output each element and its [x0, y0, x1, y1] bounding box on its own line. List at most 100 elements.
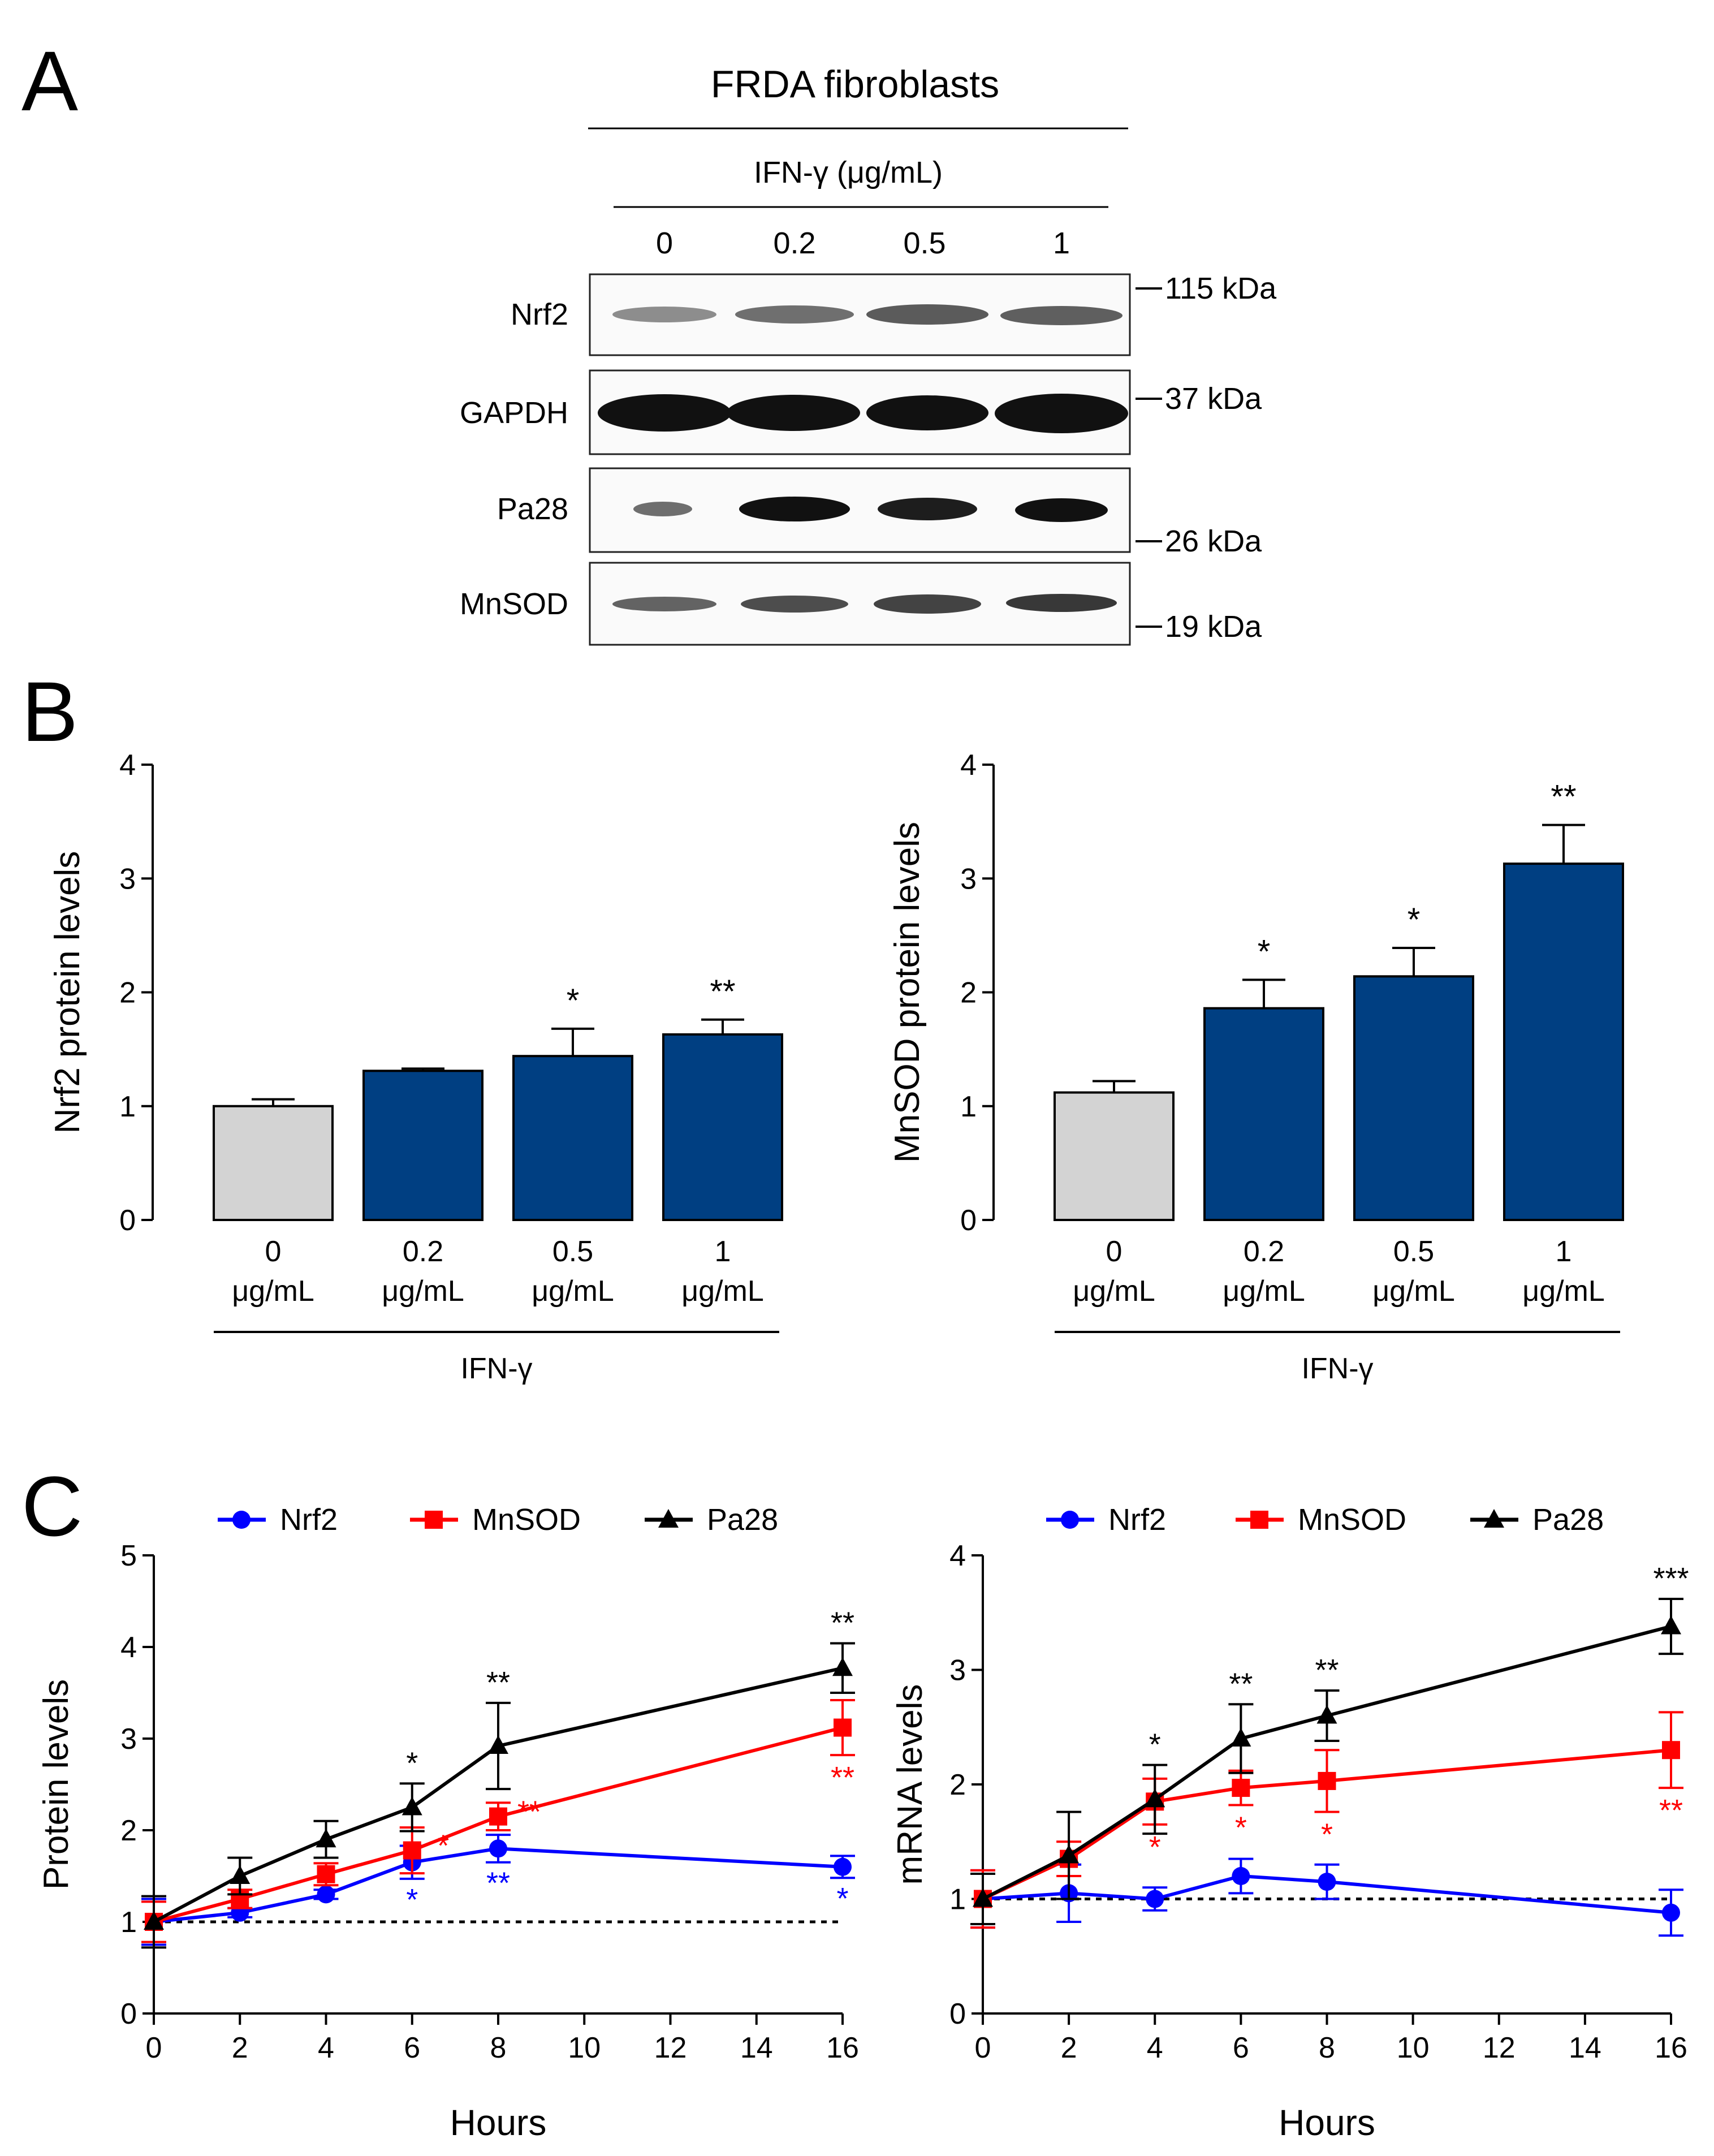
x-category-unit: μg/mL: [532, 1275, 614, 1308]
y-axis-label: Protein levels: [37, 1679, 76, 1890]
band-gapdh-lane-3: [995, 394, 1128, 433]
legend-label: Pa28: [1532, 1503, 1604, 1537]
data-point: [403, 1841, 421, 1860]
significance-marker: *: [836, 1882, 848, 1916]
x-category-value: 1: [1556, 1235, 1572, 1268]
treatment-label: IFN-γ (μg/mL): [754, 156, 943, 189]
bar: [662, 1033, 783, 1222]
significance-marker: **: [831, 1761, 854, 1795]
bar: [213, 1105, 334, 1221]
significance-marker: *: [1149, 1728, 1161, 1762]
significance-marker: *: [406, 1746, 418, 1780]
data-point: [1661, 1615, 1681, 1635]
bar-chart-0: 0 1 2 3 4 Nrf2 protein levels 0 μg/mL 0.2 μg/mL * 0…: [48, 749, 783, 1385]
x-category-value: 0.2: [403, 1235, 443, 1268]
y-tick-label: 4: [949, 1540, 966, 1572]
data-point: [401, 1796, 422, 1816]
data-point: [1318, 1873, 1336, 1891]
significance-marker: **: [1551, 779, 1576, 816]
bands-pa28: [633, 497, 1108, 522]
lane-label-2: 0.5: [903, 226, 945, 260]
data-point: [144, 1911, 164, 1930]
legend-label: MnSOD: [472, 1503, 581, 1537]
data-point: [1318, 1771, 1336, 1790]
x-category-value: 0.5: [552, 1235, 593, 1268]
series-line: [153, 1847, 843, 1924]
x-category-value: 0: [1106, 1235, 1122, 1268]
blot-title: FRDA fibroblasts: [711, 63, 999, 106]
significance-marker: **: [517, 1795, 541, 1829]
bar: [1353, 975, 1474, 1221]
x-tick-label: 8: [1319, 2032, 1335, 2064]
series-line: [153, 1666, 843, 1924]
legend-marker: [658, 1509, 679, 1528]
row-label-nrf2: Nrf2: [511, 297, 568, 331]
data-point: [1232, 1779, 1250, 1797]
data-point: [1232, 1867, 1250, 1885]
marker-label-115: 115 kDa: [1165, 271, 1277, 305]
series-line: [982, 1874, 1672, 1914]
lane-label-1: 0.2: [773, 226, 815, 260]
bar: [362, 1070, 483, 1222]
marker-label-26: 26 kDa: [1165, 524, 1262, 558]
y-tick-label: 2: [120, 1814, 137, 1847]
x-tick-label: 10: [1397, 2032, 1430, 2064]
band-pa28-lane-2: [878, 498, 977, 520]
legend-marker: [1250, 1511, 1268, 1529]
y-tick-label: 0: [960, 1204, 977, 1237]
data-point: [1662, 1903, 1680, 1922]
x-tick-label: 12: [1483, 2032, 1516, 2064]
x-tick-label: 10: [568, 2032, 601, 2064]
legend-marker: [232, 1511, 251, 1529]
data-point: [834, 1857, 852, 1876]
y-tick-label: 0: [949, 1998, 966, 2030]
significance-marker: *: [437, 1829, 449, 1863]
x-tick-label: 16: [1655, 2032, 1687, 2064]
row-label-mnsod: MnSOD: [460, 587, 568, 621]
lane-label-0: 0: [656, 226, 673, 260]
y-tick-label: 3: [960, 863, 977, 895]
row-label-pa28: Pa28: [497, 492, 568, 526]
marker-label-37: 37 kDa: [1165, 382, 1262, 416]
significance-marker: *: [567, 982, 580, 1019]
data-point: [488, 1735, 508, 1754]
x-tick-label: 4: [1147, 2032, 1163, 2064]
band-nrf2-lane-2: [866, 304, 988, 325]
western-blot-panel: FRDA fibroblasts IFN-γ (μg/mL) 0 0.2 0.5…: [460, 63, 1277, 646]
data-point: [316, 1829, 336, 1848]
x-axis-label: Hours: [450, 2102, 547, 2143]
band-mnsod-lane-0: [612, 597, 716, 611]
y-tick-label: 0: [120, 1998, 137, 2030]
series-pa28: *** *****: [970, 1562, 1689, 1926]
x-category-unit: μg/mL: [382, 1275, 464, 1308]
x-category-unit: μg/mL: [681, 1275, 764, 1308]
x-category-unit: μg/mL: [1372, 1275, 1455, 1308]
x-category-unit: μg/mL: [1073, 1275, 1155, 1308]
panel-letter-a: A: [21, 33, 78, 128]
band-pa28-lane-0: [633, 502, 692, 516]
series-pa28: *****: [141, 1606, 855, 1949]
bar: [1503, 863, 1624, 1221]
y-tick-label: 1: [120, 1906, 137, 1939]
y-tick-label: 0: [119, 1204, 136, 1237]
significance-marker: **: [1315, 1653, 1339, 1687]
y-tick-label: 2: [960, 977, 977, 1010]
x-axis-label: IFN-γ: [1301, 1352, 1373, 1385]
x-tick-label: 2: [1061, 2032, 1077, 2064]
legend-label: Nrf2: [1108, 1503, 1166, 1537]
series-line: [982, 1624, 1672, 1901]
bar: [1054, 1091, 1175, 1221]
data-point: [230, 1865, 251, 1884]
data-point: [834, 1718, 852, 1737]
legend: Nrf2 MnSOD Pa28: [1046, 1503, 1604, 1537]
x-category-value: 0: [265, 1235, 282, 1268]
data-point: [1059, 1844, 1080, 1864]
x-axis-label: Hours: [1279, 2102, 1375, 2143]
band-pa28-lane-3: [1015, 498, 1108, 522]
significance-marker: **: [1229, 1667, 1253, 1701]
x-category-value: 0.5: [1393, 1235, 1434, 1268]
x-category-unit: μg/mL: [1522, 1275, 1605, 1308]
significance-marker: *: [1258, 933, 1271, 970]
